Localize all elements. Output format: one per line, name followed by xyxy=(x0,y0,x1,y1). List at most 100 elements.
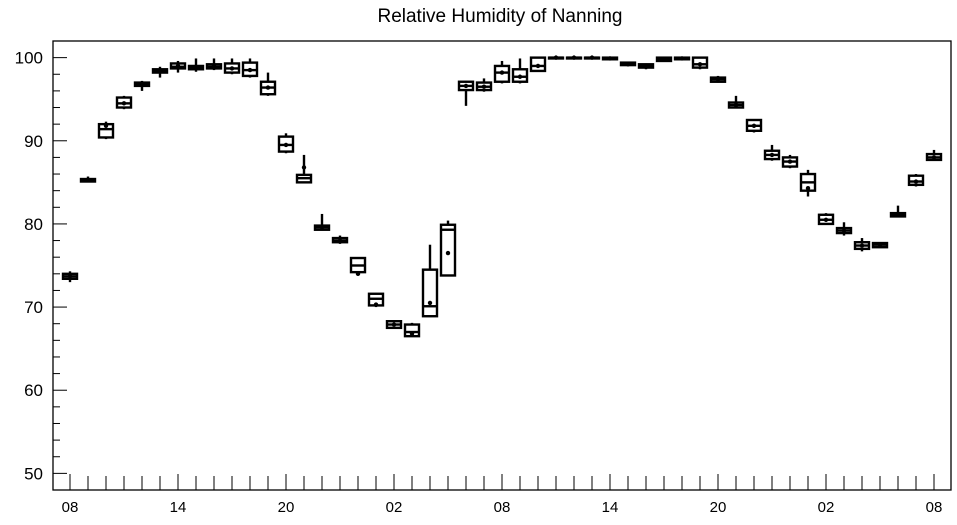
box-hour-46 xyxy=(889,205,907,218)
box-hour-3 xyxy=(115,95,133,110)
mean-marker xyxy=(193,65,199,70)
mean-marker xyxy=(643,63,649,69)
mean-marker xyxy=(499,70,505,75)
mean-marker xyxy=(607,56,613,61)
mean-marker xyxy=(139,82,145,87)
box-hour-9 xyxy=(223,58,241,75)
mean-marker xyxy=(679,56,685,61)
x-tick-label: 08 xyxy=(494,499,511,516)
mean-marker xyxy=(283,142,289,148)
box-hour-18 xyxy=(385,320,403,330)
mean-marker xyxy=(247,67,253,73)
mean-marker xyxy=(733,102,739,108)
mean-marker xyxy=(877,242,883,247)
y-axis: 50 60 70 80 90 100 xyxy=(15,40,67,491)
box-hour-42 xyxy=(817,213,835,226)
iqr-box xyxy=(403,323,421,338)
box-hour-34 xyxy=(673,56,691,61)
box-hour-7 xyxy=(187,58,205,72)
mean-marker xyxy=(409,331,415,336)
mean-marker xyxy=(481,84,487,89)
mean-marker xyxy=(895,212,901,217)
box-hour-10 xyxy=(241,58,259,78)
mean-marker xyxy=(355,271,361,277)
y-tick-label: 90 xyxy=(24,132,43,151)
box-hour-22 xyxy=(457,80,475,106)
box-hour-17 xyxy=(367,292,385,308)
box-hour-44 xyxy=(853,238,871,252)
box-hour-37 xyxy=(727,95,745,109)
box-hour-32 xyxy=(637,63,655,70)
mean-marker xyxy=(931,155,937,160)
mean-marker xyxy=(301,165,307,170)
mean-marker xyxy=(553,55,559,60)
mean-marker xyxy=(625,62,631,67)
mean-marker xyxy=(373,302,379,307)
box-hour-38 xyxy=(745,118,763,133)
box-hour-26 xyxy=(529,56,547,73)
box-hour-25 xyxy=(511,58,529,84)
x-tick-label: 14 xyxy=(170,499,187,516)
box-hour-29 xyxy=(583,55,601,60)
box-hour-14 xyxy=(313,213,331,231)
box-hour-1 xyxy=(79,176,97,183)
box-hour-15 xyxy=(331,235,349,244)
mean-marker xyxy=(805,185,811,191)
box-hour-23 xyxy=(475,78,493,92)
mean-marker xyxy=(751,123,757,129)
box-hour-30 xyxy=(601,56,619,61)
plot-frame xyxy=(52,40,952,491)
mean-marker xyxy=(445,250,451,256)
y-tick-label: 60 xyxy=(24,381,43,400)
box-series xyxy=(61,55,943,338)
box-hour-13 xyxy=(295,154,313,184)
y-tick-label: 50 xyxy=(24,464,43,483)
box-hour-43 xyxy=(835,222,853,236)
mean-marker xyxy=(787,159,793,164)
mean-marker xyxy=(157,68,163,74)
box-hour-6 xyxy=(169,60,187,73)
iqr-box xyxy=(421,268,439,318)
box-hour-4 xyxy=(133,80,151,91)
box-hour-0 xyxy=(61,271,79,283)
box-hour-45 xyxy=(871,241,889,249)
box-hour-16 xyxy=(349,256,367,277)
mean-marker xyxy=(589,55,595,60)
mean-marker xyxy=(517,74,523,79)
box-hour-40 xyxy=(781,154,799,169)
iqr-box xyxy=(439,223,457,277)
mean-marker xyxy=(859,243,865,248)
mean-marker xyxy=(427,300,433,306)
mean-marker xyxy=(571,55,577,60)
mean-marker xyxy=(319,225,325,230)
x-tick-label: 02 xyxy=(386,499,403,516)
mean-marker xyxy=(337,238,343,243)
box-hour-21 xyxy=(439,220,457,277)
y-tick-label: 80 xyxy=(24,215,43,234)
mean-marker xyxy=(715,77,721,82)
mean-marker xyxy=(391,322,397,327)
x-axis: 08 14 20 02 08 14 20 02 08 xyxy=(62,474,942,516)
box-hour-47 xyxy=(907,174,925,187)
box-hour-11 xyxy=(259,72,277,96)
mean-marker xyxy=(769,152,775,158)
box-hour-27 xyxy=(547,55,565,60)
x-tick-label: 20 xyxy=(278,499,295,516)
box-hour-28 xyxy=(565,55,583,60)
mean-marker xyxy=(229,66,235,71)
mean-marker xyxy=(913,179,919,184)
mean-marker xyxy=(211,63,217,69)
x-tick-label: 08 xyxy=(62,499,79,516)
box-hour-2 xyxy=(97,121,115,140)
box-hour-24 xyxy=(493,60,511,84)
x-tick-label: 02 xyxy=(818,499,835,516)
mean-marker xyxy=(67,274,73,279)
mean-marker xyxy=(103,123,109,129)
box-hour-41 xyxy=(799,169,817,197)
mean-marker xyxy=(85,177,91,183)
box-hour-12 xyxy=(277,133,295,154)
box-hour-5 xyxy=(151,66,169,78)
mean-marker xyxy=(841,228,847,233)
